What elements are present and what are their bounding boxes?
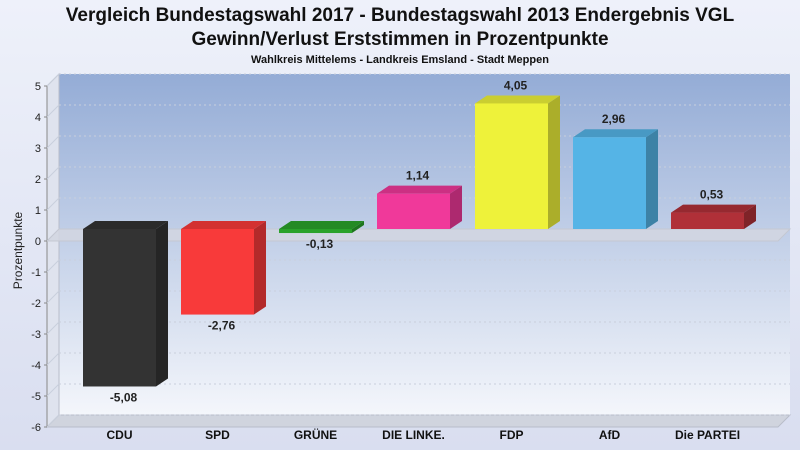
- bar-top: [377, 185, 462, 194]
- plot-left-wall: [46, 72, 60, 429]
- y-tick-label: 3: [35, 143, 41, 155]
- bar: [475, 103, 548, 229]
- grid-line-side: [46, 414, 60, 428]
- bar-top: [279, 221, 364, 229]
- bar: [83, 229, 156, 387]
- grid-line-side: [46, 321, 60, 335]
- grid-line-side: [46, 383, 60, 397]
- x-tick-label: FDP: [500, 428, 524, 442]
- grid-line-side: [46, 135, 60, 149]
- bar-side: [548, 95, 560, 229]
- grid-line-side: [46, 290, 60, 304]
- data-label: 2,96: [602, 112, 626, 126]
- chart-title-line-1: Vergleich Bundestagswahl 2017 - Bundesta…: [65, 5, 735, 26]
- x-tick-label: Die PARTEI: [675, 428, 740, 442]
- bar-top: [181, 221, 266, 229]
- bar: [573, 137, 646, 229]
- data-label: 0,53: [700, 188, 724, 202]
- bar-side: [352, 221, 364, 234]
- x-tick-label: GRÜNE: [294, 427, 337, 442]
- bar: [377, 193, 450, 229]
- data-label: 1,14: [406, 169, 430, 183]
- y-tick-label: 0: [35, 236, 41, 248]
- y-tick-label: -6: [31, 422, 41, 434]
- bar: [279, 229, 352, 234]
- data-label: -2,76: [208, 319, 236, 333]
- x-tick-label: CDU: [107, 428, 133, 442]
- bar-side: [254, 221, 266, 315]
- bar: [181, 229, 254, 315]
- chart-title-line-2: Gewinn/Verlust Erststimmen in Prozentpun…: [191, 29, 609, 50]
- data-label: -0,13: [306, 237, 334, 251]
- bar-top: [475, 95, 560, 104]
- y-axis-title: Prozentpunkte: [11, 211, 25, 289]
- bar-side: [156, 221, 168, 387]
- grid-line-side: [46, 197, 60, 211]
- x-tick-label: SPD: [205, 428, 230, 442]
- grid-line-side: [46, 104, 60, 118]
- data-label: 4,05: [504, 78, 528, 92]
- grid-line-side: [46, 73, 60, 87]
- bar-side: [744, 204, 756, 229]
- plot-background: [59, 74, 790, 415]
- plot-floor: [45, 414, 792, 428]
- x-tick-label: DIE LINKE.: [382, 428, 445, 442]
- grid-line-side: [46, 166, 60, 180]
- y-tick-label: -3: [31, 329, 41, 341]
- y-tick-label: 5: [35, 81, 41, 93]
- y-tick-label: 1: [35, 205, 41, 217]
- data-label: -5,08: [110, 390, 138, 404]
- bar-top: [573, 129, 658, 138]
- labels: Prozentpunkte -5,08 CDU -2,76 SPD -0,13 GRÜNE 1…: [11, 78, 740, 442]
- grid-line-side: [46, 259, 60, 273]
- bar-side: [646, 129, 658, 229]
- chart-subtitle: Wahlkreis Mittelems - Landkreis Emsland …: [251, 54, 549, 66]
- bar: [671, 212, 744, 229]
- y-tick-label: -5: [31, 391, 41, 403]
- y-tick-label: -4: [31, 360, 41, 372]
- y-tick-label: 2: [35, 174, 41, 186]
- x-tick-label: AfD: [599, 428, 621, 442]
- y-tick-label: -1: [31, 267, 41, 279]
- bar-side: [450, 185, 462, 229]
- y-axis-ticks: 5 4 3 2 1 0 -1 -2 -3 -4 -5 -6: [31, 81, 47, 434]
- bar-top: [83, 221, 168, 229]
- y-tick-label: -2: [31, 298, 41, 310]
- grid-line-side: [46, 352, 60, 366]
- bar-top: [671, 204, 756, 213]
- bars: [83, 95, 756, 387]
- y-tick-label: 4: [35, 112, 41, 124]
